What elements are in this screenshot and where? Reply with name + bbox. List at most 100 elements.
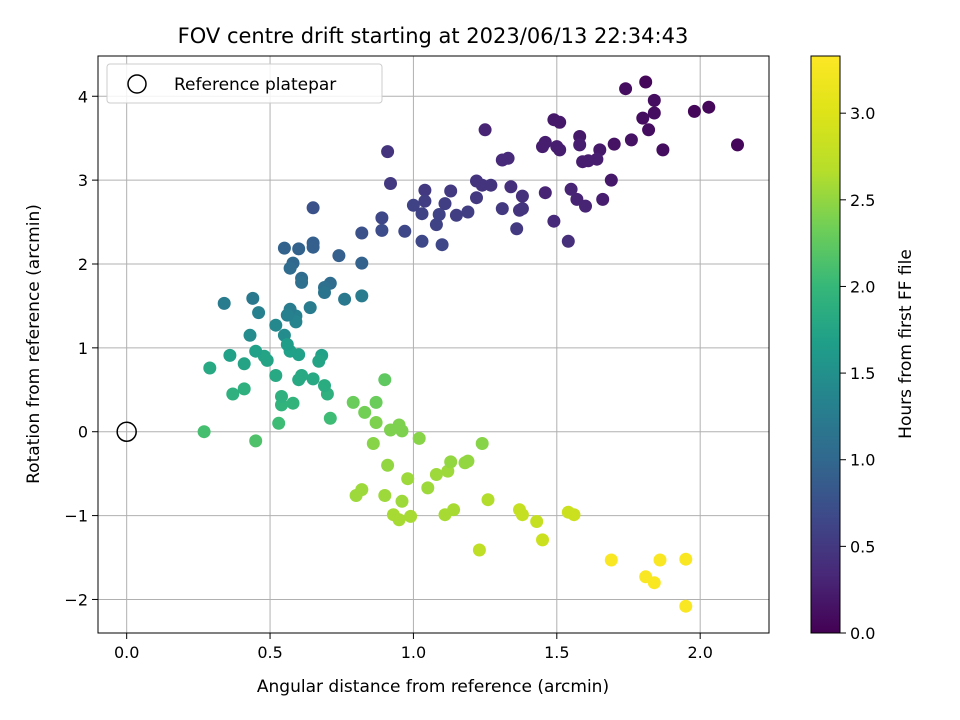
data-point — [237, 357, 251, 371]
data-point — [401, 472, 415, 486]
reference-platepar-marker — [116, 421, 137, 442]
y-axis-label: Rotation from reference (arcmin) — [24, 204, 44, 484]
data-point — [619, 82, 633, 96]
data-point — [421, 481, 435, 495]
data-point — [246, 291, 260, 305]
data-point — [332, 249, 346, 263]
data-point — [384, 177, 397, 190]
data-point — [415, 234, 429, 248]
colorbar-tick-label: 1.5 — [850, 364, 875, 383]
data-point — [412, 431, 426, 445]
data-point — [515, 189, 529, 203]
data-point — [295, 275, 309, 289]
data-point — [369, 416, 383, 429]
x-tick-label: 0.5 — [257, 643, 282, 662]
data-point — [470, 174, 483, 188]
data-point — [404, 509, 418, 523]
data-point — [318, 286, 331, 299]
legend-open-circle-marker — [127, 74, 147, 94]
colorbar-tick-label: 0.0 — [850, 624, 875, 643]
data-point — [292, 373, 306, 387]
colorbar-tick-label: 1.0 — [850, 451, 875, 470]
data-point — [564, 182, 578, 196]
data-point — [323, 411, 337, 425]
data-point — [536, 140, 549, 154]
data-point — [567, 508, 581, 522]
data-point — [381, 145, 395, 159]
data-point — [392, 513, 406, 527]
data-point — [679, 552, 693, 566]
data-point — [702, 100, 716, 114]
data-point — [504, 180, 518, 194]
data-point — [312, 354, 326, 368]
data-point — [731, 138, 744, 152]
data-point — [538, 186, 552, 200]
data-point — [272, 416, 286, 430]
data-point — [306, 372, 320, 386]
data-point — [358, 405, 372, 419]
data-point — [418, 194, 432, 208]
data-point — [303, 301, 317, 315]
y-tick-label: 2 — [78, 255, 88, 274]
colorbar-ticks: 0.0 0.5 1.0 1.5 2.0 2.5 3.0 — [840, 104, 875, 643]
data-point — [378, 373, 392, 387]
data-point — [283, 261, 297, 275]
data-point — [355, 226, 369, 240]
data-point — [280, 308, 294, 322]
data-point — [306, 201, 320, 215]
data-point — [513, 203, 526, 217]
data-point — [495, 153, 509, 167]
data-point — [444, 455, 458, 469]
chart-title: FOV centre drift starting at 2023/06/13 … — [178, 24, 689, 48]
data-point — [249, 344, 263, 358]
data-point — [275, 390, 288, 403]
data-point — [679, 599, 693, 613]
data-point — [349, 489, 363, 502]
data-point — [306, 240, 320, 254]
data-point — [515, 508, 529, 522]
data-points — [197, 75, 744, 613]
data-point — [252, 306, 266, 320]
data-point — [547, 113, 561, 127]
y-tick-label: 0 — [78, 423, 88, 442]
data-point — [432, 208, 446, 221]
colorbar-gradient — [810, 55, 841, 634]
y-tick-label: −1 — [64, 507, 88, 526]
data-point — [472, 543, 486, 557]
colorbar-tick-label: 3.0 — [850, 104, 875, 123]
data-point — [318, 379, 331, 393]
y-tick-label: 1 — [78, 339, 88, 358]
data-point — [438, 197, 452, 211]
reference-marker-group — [116, 421, 137, 442]
data-point — [292, 242, 306, 256]
data-point — [415, 207, 429, 221]
data-point — [280, 338, 294, 351]
data-point — [636, 111, 650, 125]
data-point — [369, 395, 383, 409]
data-point — [277, 241, 291, 255]
colorbar-tick-label: 2.5 — [850, 191, 875, 210]
data-point — [375, 211, 389, 225]
data-point — [381, 458, 395, 472]
x-tick-label: 0.0 — [114, 643, 139, 662]
plot-frame — [97, 55, 770, 634]
legend-entry-reference-platepar: Reference platepar — [174, 75, 336, 95]
data-point — [429, 468, 443, 481]
x-axis-ticks: 0.0 0.5 1.0 1.5 2.0 — [114, 633, 713, 662]
data-point — [478, 123, 492, 137]
data-point — [269, 318, 283, 332]
data-point — [398, 224, 412, 238]
data-point — [530, 515, 544, 528]
data-point — [481, 493, 495, 507]
data-point — [447, 503, 461, 517]
x-tick-label: 2.0 — [687, 643, 712, 662]
data-point — [197, 425, 211, 439]
data-point — [395, 424, 409, 438]
data-point — [576, 155, 590, 169]
data-point — [223, 348, 237, 362]
data-point — [249, 434, 263, 448]
colorbar-tick-label: 2.0 — [850, 277, 875, 296]
data-point — [495, 202, 509, 216]
data-point — [395, 494, 409, 508]
